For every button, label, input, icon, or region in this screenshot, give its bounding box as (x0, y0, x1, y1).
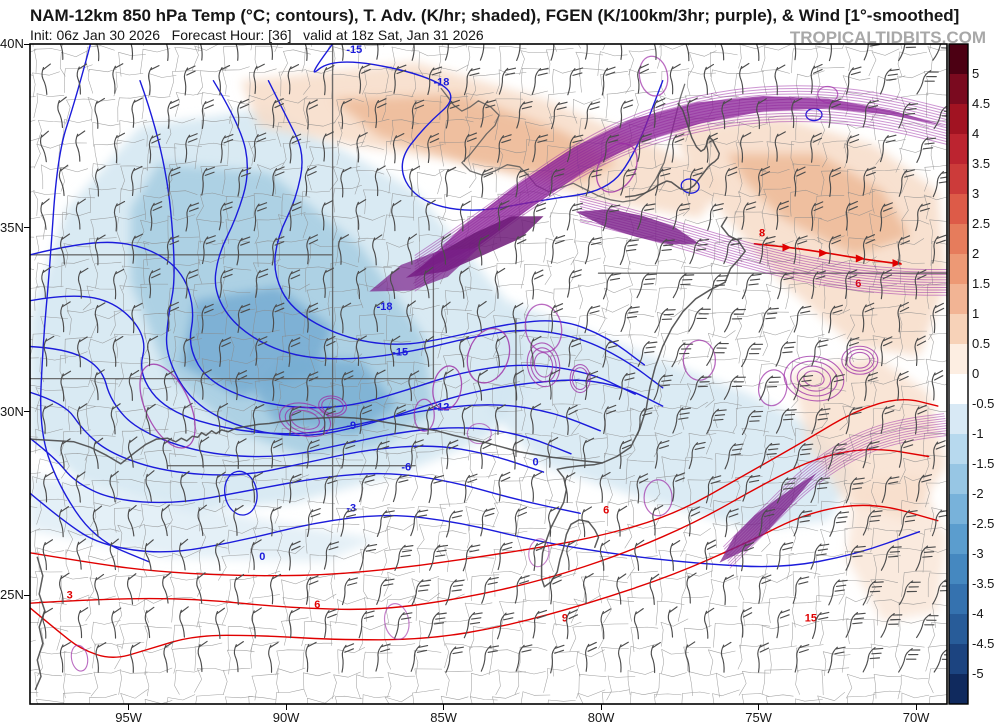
svg-text:-3: -3 (346, 503, 356, 515)
svg-text:-6: -6 (401, 461, 411, 473)
svg-text:6: 6 (603, 504, 609, 516)
svg-text:-9: -9 (346, 420, 356, 432)
svg-text:-15: -15 (346, 44, 362, 56)
svg-text:8: 8 (759, 228, 765, 240)
svg-text:-15: -15 (392, 347, 408, 359)
svg-text:0: 0 (259, 551, 265, 563)
svg-text:3: 3 (67, 590, 73, 602)
svg-text:-18: -18 (433, 76, 449, 88)
svg-text:-18: -18 (377, 301, 393, 313)
svg-text:0: 0 (532, 457, 538, 469)
